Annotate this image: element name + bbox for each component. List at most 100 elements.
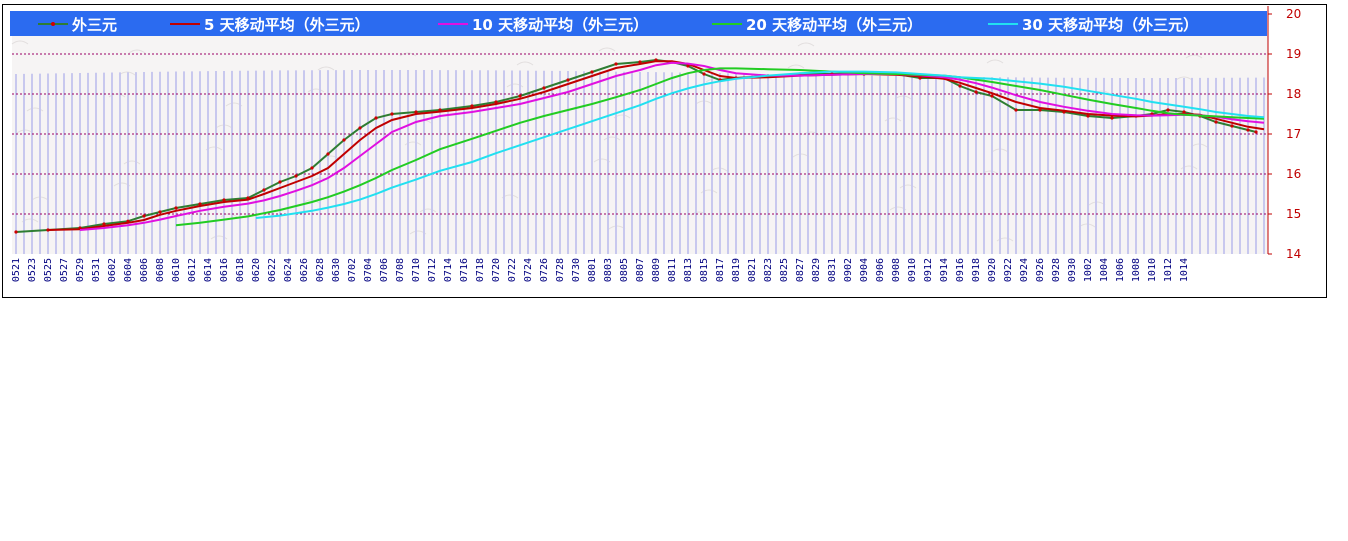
texture-stroke — [516, 61, 534, 66]
x-tick-label: 0626 — [299, 258, 310, 282]
series-point — [1038, 108, 1042, 112]
x-tick-label: 0821 — [747, 258, 758, 282]
texture-stroke — [123, 160, 141, 165]
series-point — [262, 188, 266, 192]
legend-entry: 30 天移动平均（外三元） — [1022, 16, 1198, 34]
series-point — [222, 198, 226, 202]
texture-stroke — [26, 107, 44, 112]
texture-stroke — [404, 141, 422, 146]
series-point — [566, 78, 570, 82]
x-tick-label: 0620 — [251, 258, 262, 282]
x-tick-label: 1002 — [1083, 258, 1094, 282]
series-point — [358, 126, 362, 130]
series-point — [198, 202, 202, 206]
series-point — [470, 104, 474, 108]
texture-stroke — [996, 237, 1014, 242]
texture-stroke — [210, 235, 228, 240]
series-point — [974, 90, 978, 94]
x-tick-label: 0525 — [43, 258, 54, 282]
texture-stroke — [1185, 54, 1203, 59]
x-tick-label: 0704 — [363, 258, 374, 282]
x-tick-label: 0922 — [1003, 258, 1014, 282]
y-tick-label: 14 — [1286, 247, 1301, 261]
x-tick-label: 0817 — [715, 258, 726, 282]
y-tick-label: 20 — [1286, 7, 1301, 21]
x-tick-label: 0928 — [1051, 258, 1062, 282]
x-tick-label: 0618 — [235, 258, 246, 282]
x-tick-label: 0726 — [539, 258, 550, 282]
x-tick-label: 0801 — [587, 258, 598, 282]
x-tick-label: 0908 — [891, 258, 902, 282]
series-point — [542, 86, 546, 90]
x-tick-label: 0628 — [315, 258, 326, 282]
x-tick-label: 0630 — [331, 258, 342, 282]
y-tick-label: 19 — [1286, 47, 1301, 61]
x-tick-label: 0906 — [875, 258, 886, 282]
x-tick-label: 0616 — [219, 258, 230, 282]
texture-stroke — [1180, 165, 1198, 170]
series-point — [414, 110, 418, 114]
texture-stroke — [899, 184, 917, 189]
texture-stroke — [884, 117, 902, 122]
series-line — [47, 60, 1265, 231]
x-tick-label: 0602 — [107, 258, 118, 282]
texture-stroke — [128, 49, 146, 54]
x-tick-label: 0819 — [731, 258, 742, 282]
series-point — [14, 230, 18, 234]
texture-stroke — [700, 189, 718, 194]
x-tick-label: 0523 — [27, 258, 38, 282]
x-tick-label: 0813 — [683, 258, 694, 282]
legend-entry: 10 天移动平均（外三元） — [472, 16, 648, 34]
series-point — [1086, 114, 1090, 118]
series-point — [518, 94, 522, 98]
texture-stroke — [419, 208, 437, 213]
x-tick-label: 0912 — [923, 258, 934, 282]
texture-stroke — [797, 42, 815, 47]
x-tick-label: 0918 — [971, 258, 982, 282]
x-tick-label: 0823 — [763, 258, 774, 282]
series-point — [1246, 128, 1250, 132]
x-tick-label: 0910 — [907, 258, 918, 282]
x-tick-label: 0805 — [619, 258, 630, 282]
series-point — [1166, 108, 1170, 112]
texture-stroke — [787, 64, 805, 69]
y-tick-label: 16 — [1286, 167, 1301, 181]
texture-stroke — [603, 136, 621, 141]
x-tick-label: 0718 — [475, 258, 486, 282]
legend-entry: 20 天移动平均（外三元） — [746, 16, 922, 34]
x-tick-label: 0807 — [635, 258, 646, 282]
series-point — [1182, 110, 1186, 114]
x-tick-label: 0712 — [427, 258, 438, 282]
x-tick-label: 0716 — [459, 258, 470, 282]
y-tick-label: 17 — [1286, 127, 1301, 141]
series-point — [590, 70, 594, 74]
x-tick-label: 0916 — [955, 258, 966, 282]
x-tick-label: 0624 — [283, 258, 294, 282]
x-tick-label: 1006 — [1115, 258, 1126, 282]
y-tick-label: 15 — [1286, 207, 1301, 221]
x-tick-label: 0612 — [187, 258, 198, 282]
x-tick-label: 0902 — [843, 258, 854, 282]
texture-stroke — [506, 83, 524, 88]
x-tick-label: 0614 — [203, 258, 214, 282]
series-line — [79, 61, 1265, 231]
series-point — [702, 72, 706, 76]
series-point — [294, 174, 298, 178]
x-tick-label: 0531 — [91, 258, 102, 282]
x-tick-label: 0706 — [379, 258, 390, 282]
y-tick-label: 18 — [1286, 87, 1301, 101]
series-point — [1014, 108, 1018, 112]
texture-stroke — [399, 52, 417, 57]
x-tick-label: 0730 — [571, 258, 582, 282]
series-point — [342, 138, 346, 142]
series-point — [102, 222, 106, 226]
series-line — [175, 67, 1265, 227]
texture-stroke — [598, 47, 616, 52]
series-point — [326, 152, 330, 156]
x-tick-label: 0710 — [411, 258, 422, 282]
series-point — [278, 180, 282, 184]
series-point — [614, 62, 618, 66]
texture-stroke — [986, 59, 1004, 64]
x-tick-label: 1014 — [1179, 258, 1190, 282]
x-tick-label: 0831 — [827, 258, 838, 282]
